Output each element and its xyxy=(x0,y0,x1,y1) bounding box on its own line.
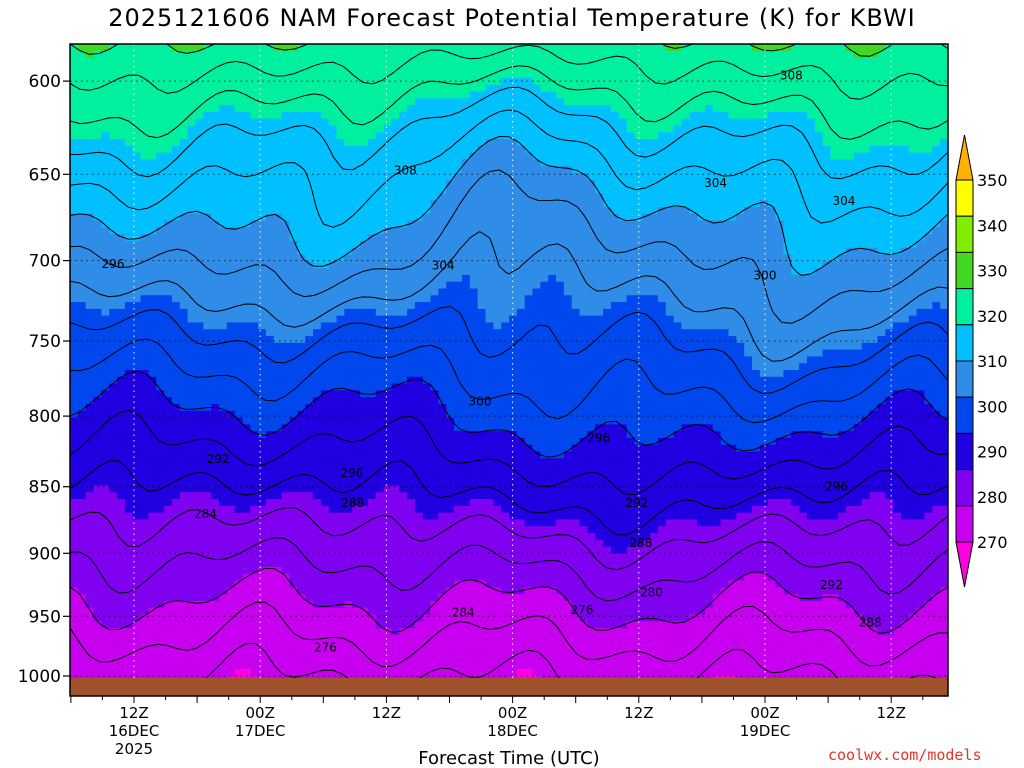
colorbar-tick-label: 280 xyxy=(977,488,1008,507)
colorbar-tick-label: 320 xyxy=(977,307,1008,326)
contour-label: 296 xyxy=(587,431,610,445)
x-tick-label: 12Z xyxy=(877,704,906,722)
colorbar-box xyxy=(955,432,974,471)
contour-label: 300 xyxy=(469,395,492,409)
colorbar-bottom-arrow xyxy=(955,541,974,588)
contour-label: 292 xyxy=(207,452,230,466)
contour-label: 296 xyxy=(102,257,125,271)
contour-label: 288 xyxy=(859,615,882,629)
contour-304 xyxy=(70,338,948,424)
colorbar-box xyxy=(955,396,974,434)
colorbar-tick-label: 290 xyxy=(977,443,1008,462)
contour-label: 292 xyxy=(625,496,648,510)
y-tick-label: 750 xyxy=(29,332,61,352)
contour-332 xyxy=(70,65,948,140)
y-tick-label: 950 xyxy=(29,607,61,627)
contour-label: 284 xyxy=(452,606,475,620)
contour-label: 296 xyxy=(340,466,363,480)
colorbar-tick-label: 270 xyxy=(977,533,1008,552)
colorbar-box xyxy=(955,251,974,290)
y-tick-label: 700 xyxy=(29,252,61,272)
colorbar-tick-label: 350 xyxy=(977,171,1008,190)
y-tick-label: 800 xyxy=(29,407,61,427)
x-tick-label: 2025 xyxy=(115,740,153,758)
contour-312 xyxy=(70,231,948,362)
colorbar-tick-label: 340 xyxy=(977,216,1008,235)
contour-296 xyxy=(70,409,948,495)
colorbar-box xyxy=(955,179,974,217)
x-tick-label: 00Z xyxy=(750,704,779,722)
x-tick-label: 00Z xyxy=(498,704,527,722)
x-tick-label: 18DEC xyxy=(487,722,538,740)
plot-frame xyxy=(69,43,949,697)
contour-label: 288 xyxy=(629,536,652,550)
contour-300 xyxy=(70,370,948,458)
colorbar-box xyxy=(955,288,974,326)
x-axis-label: Forecast Time (UTC) xyxy=(418,748,599,768)
x-tick-label: 12Z xyxy=(624,704,653,722)
credit-text: coolwx.com/models xyxy=(828,746,982,764)
y-tick-label: 850 xyxy=(29,478,61,498)
contour-label: 304 xyxy=(432,259,455,273)
contour-label: 284 xyxy=(194,507,217,521)
contour-label: 280 xyxy=(640,586,663,600)
colorbar-tick-label: 310 xyxy=(977,352,1008,371)
y-axis: 2503003504004505005506006507007508008509… xyxy=(18,72,70,687)
colorbar-box xyxy=(955,469,974,507)
x-tick-label: 00Z xyxy=(246,704,275,722)
contour-label: 276 xyxy=(314,641,337,655)
contour-labels: 3323363323283323283243243243243163203203… xyxy=(102,68,882,655)
contour-308 xyxy=(70,306,948,394)
y-tick-label: 900 xyxy=(29,544,61,564)
terrain-ground xyxy=(70,678,948,696)
contour-label: 304 xyxy=(704,176,727,190)
x-tick-label: 12Z xyxy=(372,704,401,722)
contour-280 xyxy=(70,567,948,634)
contour-label: 308 xyxy=(394,164,417,178)
contour-lines xyxy=(70,44,948,696)
contour-324 xyxy=(70,109,948,228)
colorbar-tick-label: 300 xyxy=(977,397,1008,416)
colorbar-box xyxy=(955,360,974,398)
contour-288 xyxy=(70,507,948,571)
temperature-fill-bands xyxy=(70,44,948,696)
contour-336 xyxy=(70,44,948,100)
y-tick-label: 1000 xyxy=(18,667,61,687)
contour-label: 304 xyxy=(832,194,855,208)
contour-label: 276 xyxy=(571,603,594,617)
dotted-grid xyxy=(70,44,948,696)
contour-label: 308 xyxy=(780,68,803,82)
contour-label: 292 xyxy=(820,578,843,592)
x-tick-label: 17DEC xyxy=(235,722,286,740)
y-tick-label: 600 xyxy=(29,72,61,92)
contour-292 xyxy=(70,460,948,536)
colorbar-tick-label: 330 xyxy=(977,262,1008,281)
colorbar-box xyxy=(955,505,974,543)
colorbar-box xyxy=(955,324,974,362)
contour-label: 300 xyxy=(754,269,777,283)
x-tick-label: 19DEC xyxy=(740,722,791,740)
contour-328 xyxy=(70,86,948,180)
contour-276 xyxy=(70,601,948,667)
contour-320 xyxy=(70,136,948,276)
colorbar: 350 340 330 320 310 300 290 280 270 xyxy=(955,134,1008,588)
colorbar-top-arrow xyxy=(955,134,974,181)
x-tick-label: 12Z xyxy=(119,704,148,722)
colorbar-box xyxy=(955,215,974,253)
contour-label: 288 xyxy=(341,496,364,510)
contour-316 xyxy=(70,169,948,324)
y-tick-label: 650 xyxy=(29,165,61,185)
chart-title: 2025121606 NAM Forecast Potential Temper… xyxy=(108,4,916,32)
x-tick-label: 16DEC xyxy=(109,722,160,740)
contour-label: 296 xyxy=(825,480,848,494)
